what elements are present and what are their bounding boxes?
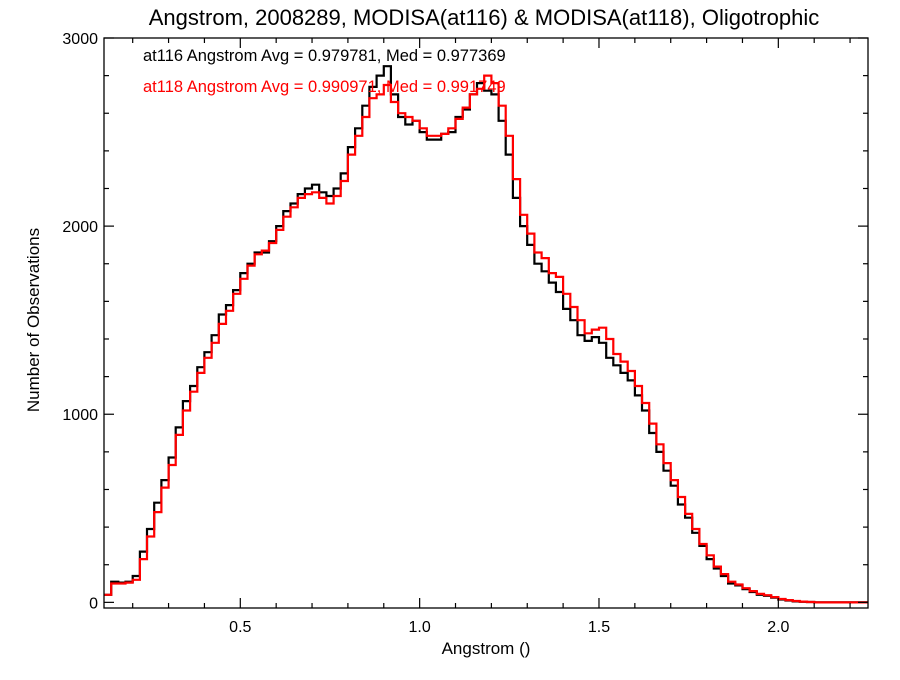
- annotation-at116-stats: at116 Angstrom Avg = 0.979781, Med = 0.9…: [143, 47, 506, 65]
- y-tick-label: 1000: [62, 407, 98, 424]
- y-axis-label: Number of Observations: [24, 228, 43, 412]
- x-axis: 0.5 1.0 1.5 2.0: [132, 38, 851, 636]
- x-axis-label: Angstrom (): [442, 639, 531, 658]
- plot-series-group: [104, 65, 868, 604]
- annotation-at118-stats: at118 Angstrom Avg = 0.990971, Med = 0.9…: [143, 78, 506, 96]
- series-line-at118: [104, 74, 868, 604]
- chart-title: Angstrom, 2008289, MODISA(at116) & MODIS…: [149, 5, 819, 30]
- y-tick-label: 3000: [62, 31, 98, 48]
- x-tick-label: 1.0: [409, 619, 431, 636]
- y-axis: 0 1000 2000 3000: [62, 31, 868, 612]
- y-tick-label: 0: [89, 595, 98, 612]
- y-tick-label: 2000: [62, 219, 98, 236]
- x-tick-label: 0.5: [229, 619, 251, 636]
- x-tick-label: 2.0: [767, 619, 789, 636]
- plot-frame: [103, 37, 869, 609]
- x-tick-label: 1.5: [588, 619, 610, 636]
